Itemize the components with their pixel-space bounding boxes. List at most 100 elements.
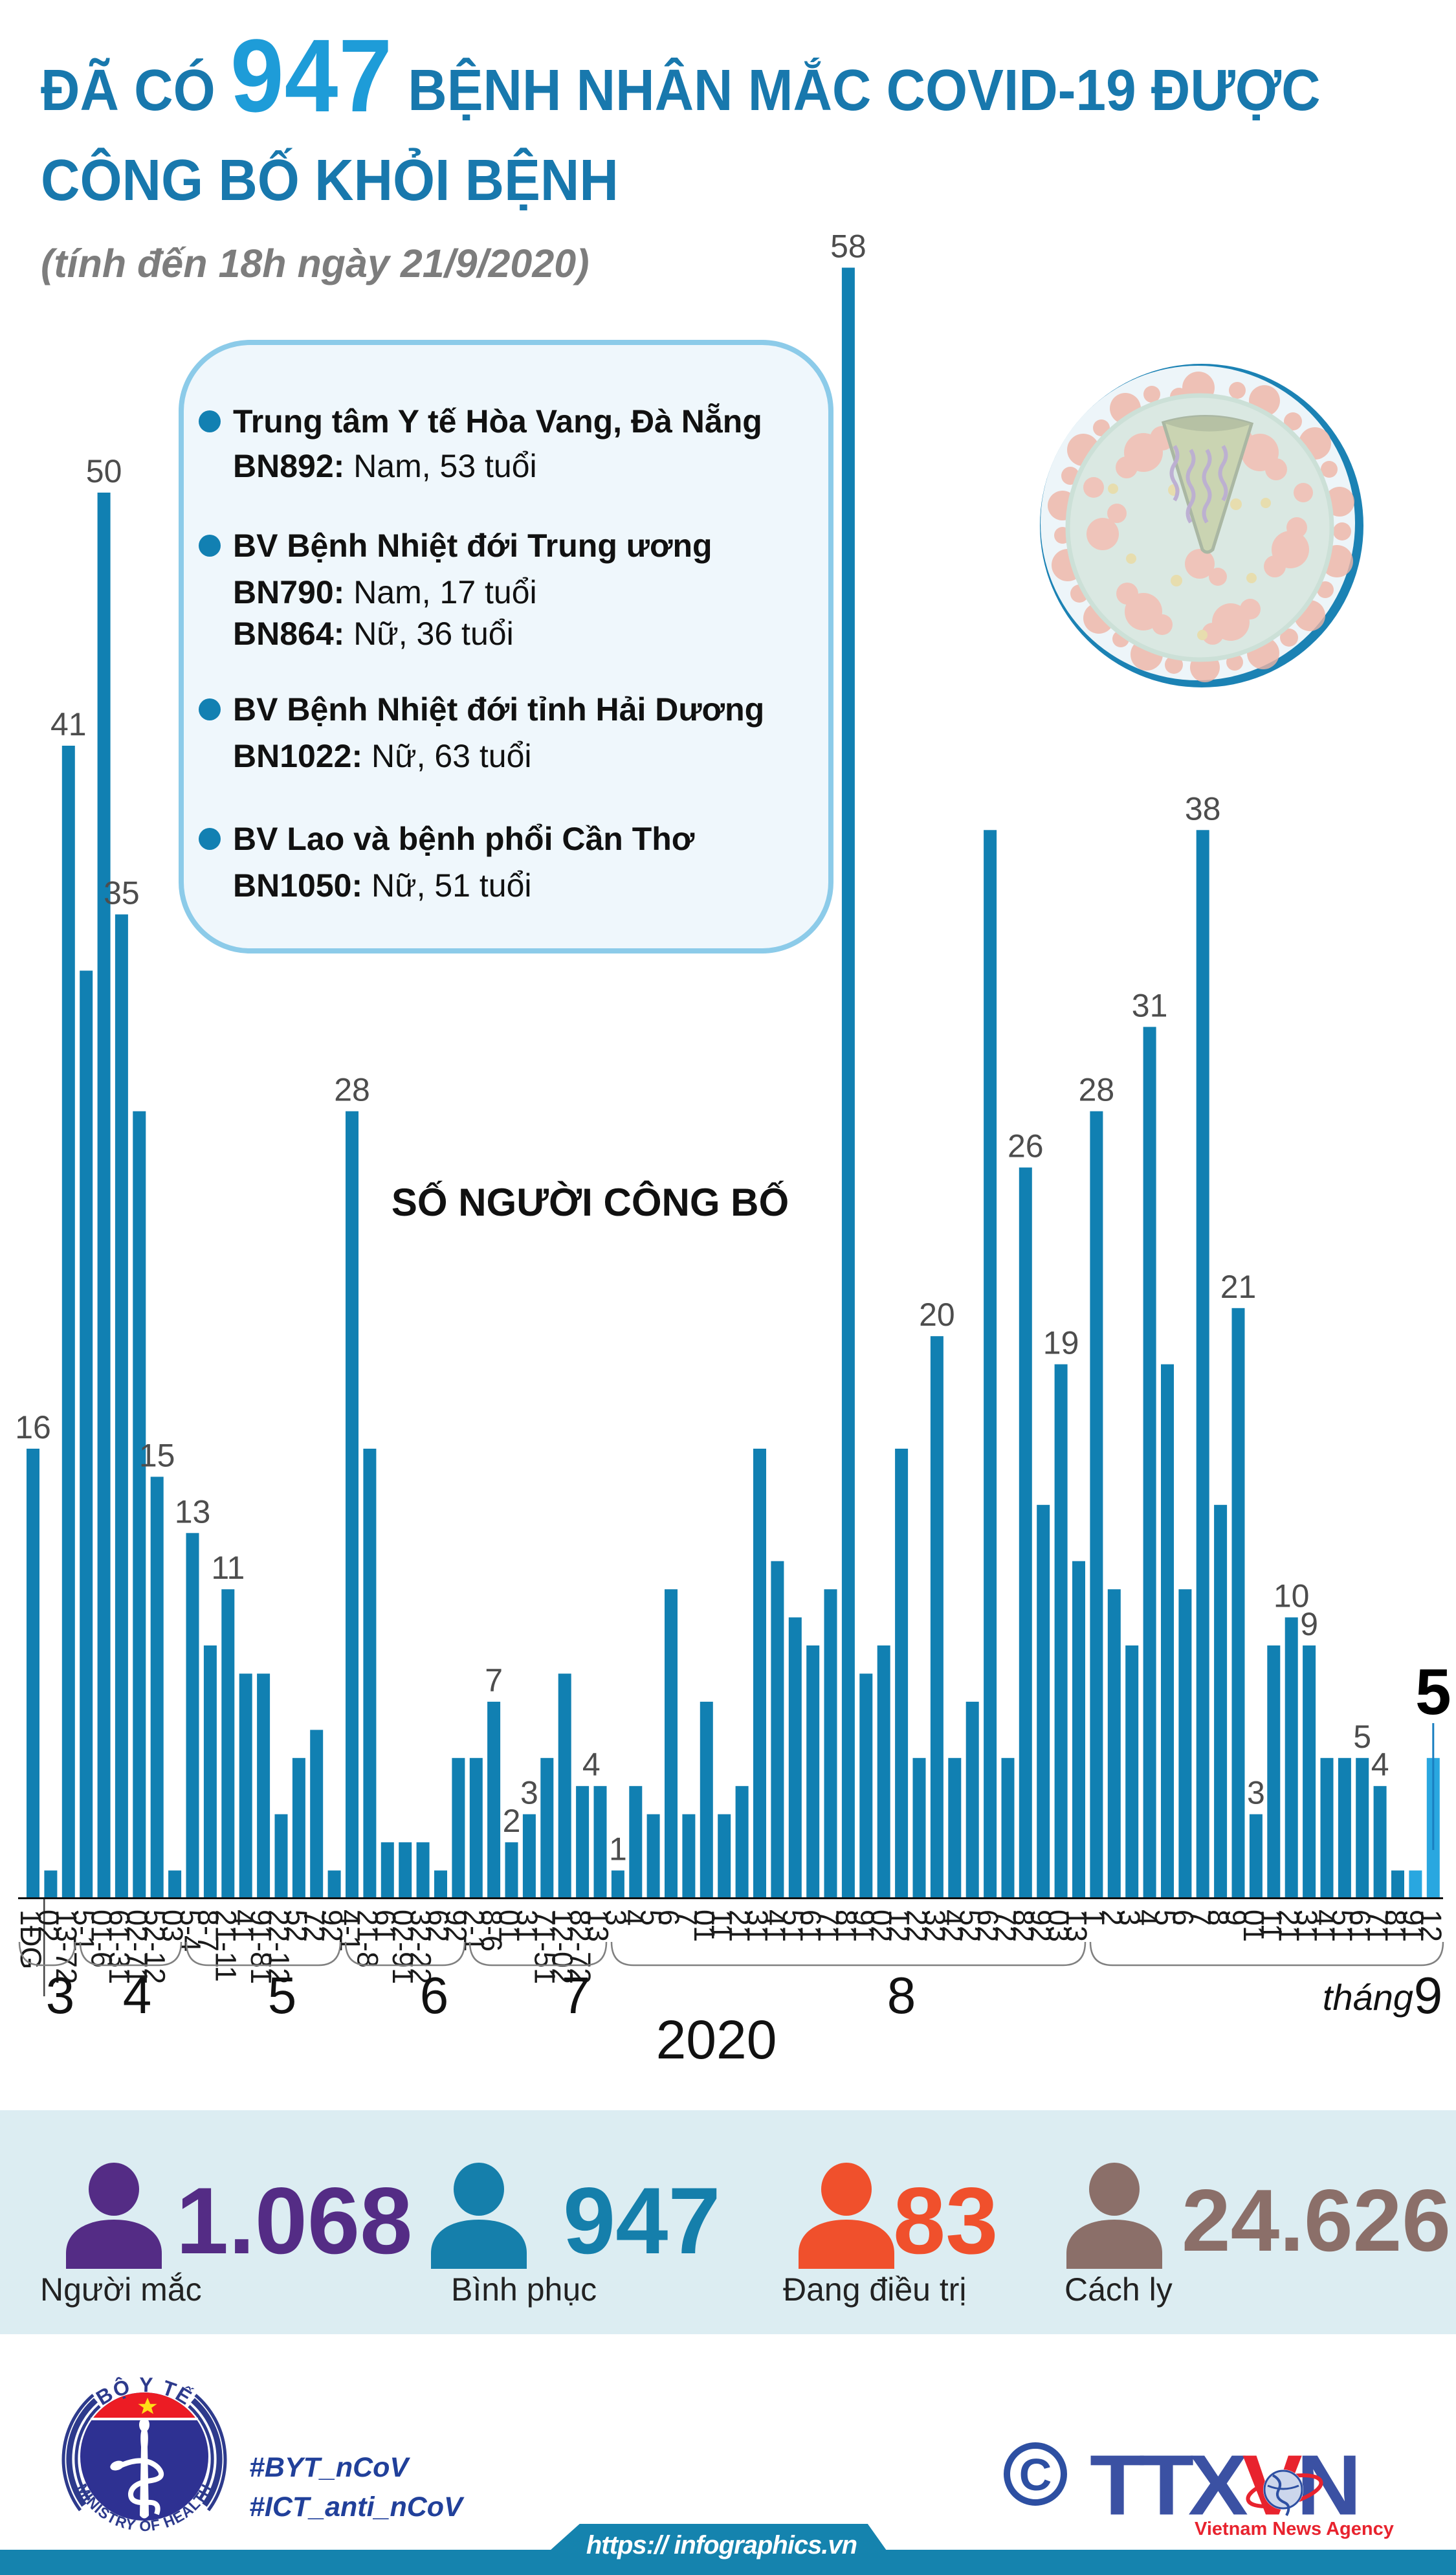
svg-text:7: 7 [1184, 1910, 1217, 1926]
svg-text:9: 9 [1300, 1606, 1318, 1642]
svg-text:6: 6 [652, 1910, 685, 1926]
svg-text:28: 28 [1079, 1072, 1115, 1108]
svg-text:13-72: 13-72 [50, 1910, 83, 1984]
svg-text:31: 31 [1290, 1910, 1323, 1942]
svg-text:41: 41 [758, 1910, 791, 1942]
svg-text:82: 82 [1007, 1910, 1040, 1942]
svg-text:5-4: 5-4 [174, 1910, 207, 1952]
svg-text:31: 31 [1132, 987, 1168, 1023]
svg-text:13: 13 [175, 1493, 211, 1530]
svg-text:2-1: 2-1 [458, 1910, 491, 1952]
svg-text:58: 58 [830, 229, 866, 265]
svg-text:22: 22 [901, 1910, 934, 1942]
svg-text:19: 19 [1043, 1325, 1079, 1361]
svg-text:01-6: 01-6 [85, 1910, 118, 1968]
svg-text:02: 02 [32, 1910, 65, 1942]
svg-text:72: 72 [298, 1910, 331, 1942]
svg-text:41: 41 [1308, 1910, 1341, 1942]
svg-text:91: 91 [847, 1910, 880, 1942]
svg-text:81: 81 [1379, 1910, 1412, 1942]
svg-text:71-51: 71-51 [528, 1910, 561, 1984]
svg-text:8: 8 [887, 1967, 916, 2024]
svg-text:61-31: 61-31 [103, 1910, 136, 1984]
svg-text:7: 7 [562, 1967, 591, 2024]
svg-text:01: 01 [1237, 1910, 1270, 1942]
svg-text:52-12: 52-12 [138, 1910, 171, 1984]
svg-text:92: 92 [1024, 1910, 1057, 1942]
svg-text:51: 51 [1326, 1910, 1359, 1942]
svg-text:7: 7 [485, 1662, 503, 1699]
svg-text:4-1: 4-1 [333, 1910, 366, 1952]
svg-text:3: 3 [46, 1967, 75, 2024]
svg-text:32-22: 32-22 [404, 1910, 437, 1984]
svg-text:2: 2 [1096, 1910, 1129, 1926]
svg-text:52: 52 [280, 1910, 313, 1942]
svg-text:21: 21 [723, 1910, 756, 1942]
svg-text:4: 4 [1371, 1746, 1389, 1783]
svg-text:4: 4 [1131, 1910, 1164, 1926]
svg-text:12: 12 [883, 1910, 916, 1942]
svg-text:21-8: 21-8 [351, 1910, 384, 1968]
svg-text:02-71: 02-71 [120, 1910, 153, 1984]
svg-text:11: 11 [211, 1550, 245, 1586]
svg-text:51: 51 [777, 1910, 810, 1942]
svg-text:61: 61 [369, 1910, 402, 1942]
svg-text:41: 41 [50, 706, 87, 742]
svg-text:21: 21 [1220, 1269, 1257, 1305]
svg-text:5: 5 [1353, 1719, 1371, 1755]
svg-text:6: 6 [420, 1967, 449, 2024]
svg-text:tháng: tháng [1323, 1977, 1413, 2018]
svg-text:91: 91 [1396, 1910, 1429, 1942]
svg-text:32: 32 [918, 1910, 951, 1942]
svg-text:01: 01 [688, 1910, 721, 1942]
svg-text:8-6: 8-6 [475, 1910, 508, 1952]
svg-text:4: 4 [123, 1967, 152, 2024]
svg-text:01: 01 [493, 1910, 526, 1942]
svg-text:62: 62 [422, 1910, 455, 1942]
svg-text:92: 92 [439, 1910, 472, 1942]
svg-text:50: 50 [86, 453, 122, 489]
svg-text:72: 72 [989, 1910, 1022, 1942]
svg-text:8: 8 [1202, 1910, 1235, 1926]
svg-text:61: 61 [794, 1910, 827, 1942]
svg-text:4: 4 [582, 1746, 601, 1783]
svg-text:1: 1 [1077, 1910, 1110, 1926]
svg-text:1ĐG: 1ĐG [14, 1910, 47, 1970]
svg-text:38: 38 [1185, 790, 1221, 827]
svg-text:5: 5 [1149, 1910, 1182, 1926]
svg-text:03: 03 [156, 1910, 189, 1942]
svg-text:52: 52 [954, 1910, 987, 1942]
svg-text:6: 6 [1166, 1910, 1199, 1926]
svg-text:3: 3 [1247, 1775, 1265, 1811]
svg-text:9: 9 [1220, 1910, 1253, 1926]
svg-text:82-72: 82-72 [564, 1910, 597, 1984]
svg-text:02-91: 02-91 [386, 1910, 419, 1984]
svg-text:81: 81 [830, 1910, 863, 1942]
svg-text:26: 26 [1008, 1128, 1044, 1165]
svg-text:8-7: 8-7 [192, 1910, 225, 1952]
svg-text:28: 28 [334, 1072, 370, 1108]
svg-text:C: C [1019, 2449, 1052, 2500]
svg-text:5: 5 [1415, 1656, 1451, 1728]
svg-text:16: 16 [15, 1409, 51, 1445]
svg-text:5-1: 5-1 [67, 1910, 100, 1952]
svg-text:91-81: 91-81 [245, 1910, 278, 1984]
svg-text:2: 2 [503, 1803, 521, 1839]
svg-text:20: 20 [919, 1297, 955, 1333]
svg-text:22-12: 22-12 [263, 1910, 296, 1984]
svg-text:62: 62 [971, 1910, 1004, 1942]
svg-text:92: 92 [316, 1910, 349, 1942]
svg-text:71: 71 [1362, 1910, 1395, 1942]
svg-text:5: 5 [268, 1967, 297, 2024]
svg-text:3: 3 [599, 1910, 632, 1926]
svg-text:42: 42 [936, 1910, 969, 1942]
svg-text:SỐ NGƯỜI CÔNG BỐ: SỐ NGƯỜI CÔNG BỐ [392, 1181, 789, 1224]
svg-text:12-02: 12-02 [546, 1910, 579, 1984]
svg-text:71: 71 [812, 1910, 845, 1942]
svg-text:21: 21 [1273, 1910, 1306, 1942]
svg-text:15: 15 [139, 1437, 175, 1473]
svg-text:5: 5 [635, 1910, 668, 1926]
svg-text:11: 11 [705, 1910, 738, 1940]
svg-text:61: 61 [1343, 1910, 1376, 1942]
svg-text:13: 13 [1060, 1910, 1093, 1942]
